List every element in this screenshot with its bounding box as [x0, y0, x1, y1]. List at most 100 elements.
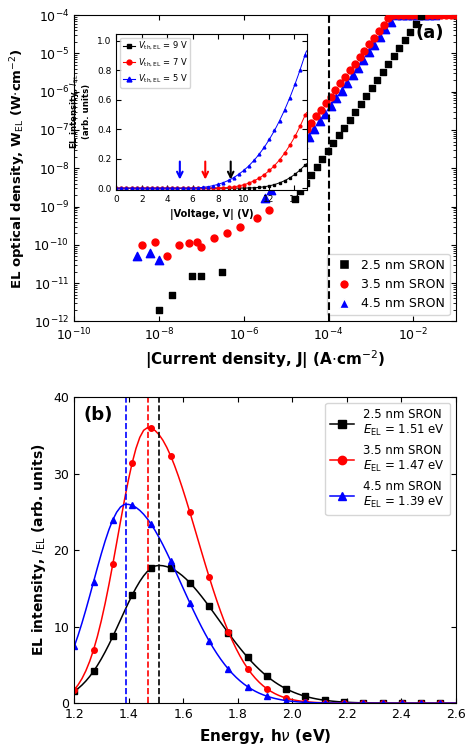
Point — [380, 19, 387, 31]
Point — [442, 9, 450, 21]
Point — [253, 212, 260, 224]
Point — [374, 74, 381, 86]
Point — [362, 90, 370, 102]
Point — [404, 9, 411, 21]
Point — [349, 69, 356, 81]
Point — [414, 9, 422, 21]
Point — [351, 106, 359, 118]
Point — [288, 143, 296, 155]
Point — [218, 265, 226, 277]
Point — [163, 250, 170, 262]
Point — [423, 2, 430, 14]
Point — [294, 146, 301, 158]
Point — [298, 130, 306, 142]
Point — [138, 239, 146, 251]
Point — [319, 153, 326, 165]
Point — [193, 236, 201, 248]
Point — [439, 0, 447, 10]
Point — [155, 254, 163, 266]
Point — [296, 185, 304, 197]
Point — [423, 9, 431, 21]
Point — [236, 221, 244, 233]
Point — [354, 62, 362, 74]
Point — [409, 9, 416, 21]
Text: (a): (a) — [416, 24, 444, 42]
Point — [302, 177, 310, 189]
Point — [403, 9, 411, 21]
Point — [332, 84, 339, 96]
Point — [417, 11, 425, 23]
Point — [198, 241, 205, 253]
Point — [438, 9, 445, 21]
Point — [412, 18, 419, 30]
Point — [399, 9, 407, 21]
Point — [223, 227, 231, 239]
Point — [300, 138, 307, 150]
Point — [356, 51, 364, 63]
Point — [452, 9, 460, 21]
Point — [368, 82, 375, 94]
Point — [278, 169, 285, 181]
Point — [376, 31, 383, 43]
Y-axis label: EL intensity, $I_{\rm EL}$ (arb. units): EL intensity, $I_{\rm EL}$ (arb. units) — [30, 444, 48, 656]
Text: (b): (b) — [84, 406, 113, 425]
Point — [185, 238, 192, 250]
Point — [261, 192, 269, 204]
Point — [390, 9, 397, 21]
Point — [434, 0, 441, 10]
Point — [321, 108, 329, 120]
Point — [146, 247, 154, 259]
Point — [267, 184, 274, 196]
Point — [384, 58, 392, 70]
Point — [433, 9, 440, 21]
Point — [335, 130, 342, 142]
Point — [265, 204, 273, 216]
Point — [188, 271, 196, 283]
Point — [133, 250, 141, 262]
Point — [274, 162, 282, 174]
Point — [146, 319, 154, 331]
Point — [419, 9, 426, 21]
Point — [340, 121, 348, 133]
Point — [279, 155, 286, 167]
Legend: 2.5 nm SRON, 3.5 nm SRON, 4.5 nm SRON: 2.5 nm SRON, 3.5 nm SRON, 4.5 nm SRON — [327, 253, 449, 315]
Point — [341, 71, 349, 83]
Point — [409, 9, 417, 21]
Point — [371, 38, 378, 51]
Point — [322, 97, 329, 109]
Point — [305, 130, 312, 143]
Legend: 2.5 nm SRON
$E_{\rm EL}$ = 1.51 eV, 3.5 nm SRON
$E_{\rm EL}$ = 1.47 eV, 4.5 nm S: 2.5 nm SRON $E_{\rm EL}$ = 1.51 eV, 3.5 … — [326, 403, 450, 515]
Point — [398, 9, 406, 21]
Point — [379, 66, 386, 78]
Point — [428, 9, 436, 21]
X-axis label: |Current density, J| (A$\cdot$cm$^{-2}$): |Current density, J| (A$\cdot$cm$^{-2}$) — [145, 348, 385, 371]
Point — [317, 103, 325, 115]
Point — [312, 110, 320, 122]
Point — [346, 64, 354, 76]
Point — [420, 9, 428, 21]
Point — [324, 146, 331, 158]
Point — [413, 9, 421, 21]
Point — [272, 176, 280, 188]
Point — [425, 9, 433, 21]
Y-axis label: EL optical density, W$_{\rm EL}$ (W$\cdot$cm$^{-2}$): EL optical density, W$_{\rm EL}$ (W$\cdo… — [9, 48, 28, 289]
Point — [308, 117, 315, 129]
Point — [310, 123, 318, 135]
Point — [168, 289, 175, 301]
Point — [401, 34, 409, 46]
Point — [308, 169, 315, 181]
Point — [361, 45, 368, 57]
Point — [175, 239, 183, 251]
Point — [329, 137, 337, 149]
Point — [303, 123, 310, 135]
Point — [283, 149, 291, 161]
Point — [384, 12, 392, 24]
Point — [293, 136, 301, 149]
Point — [316, 115, 324, 127]
Point — [387, 16, 395, 28]
Point — [155, 304, 163, 316]
Point — [283, 161, 291, 173]
Point — [428, 0, 436, 10]
Point — [375, 26, 383, 38]
Point — [390, 50, 397, 62]
